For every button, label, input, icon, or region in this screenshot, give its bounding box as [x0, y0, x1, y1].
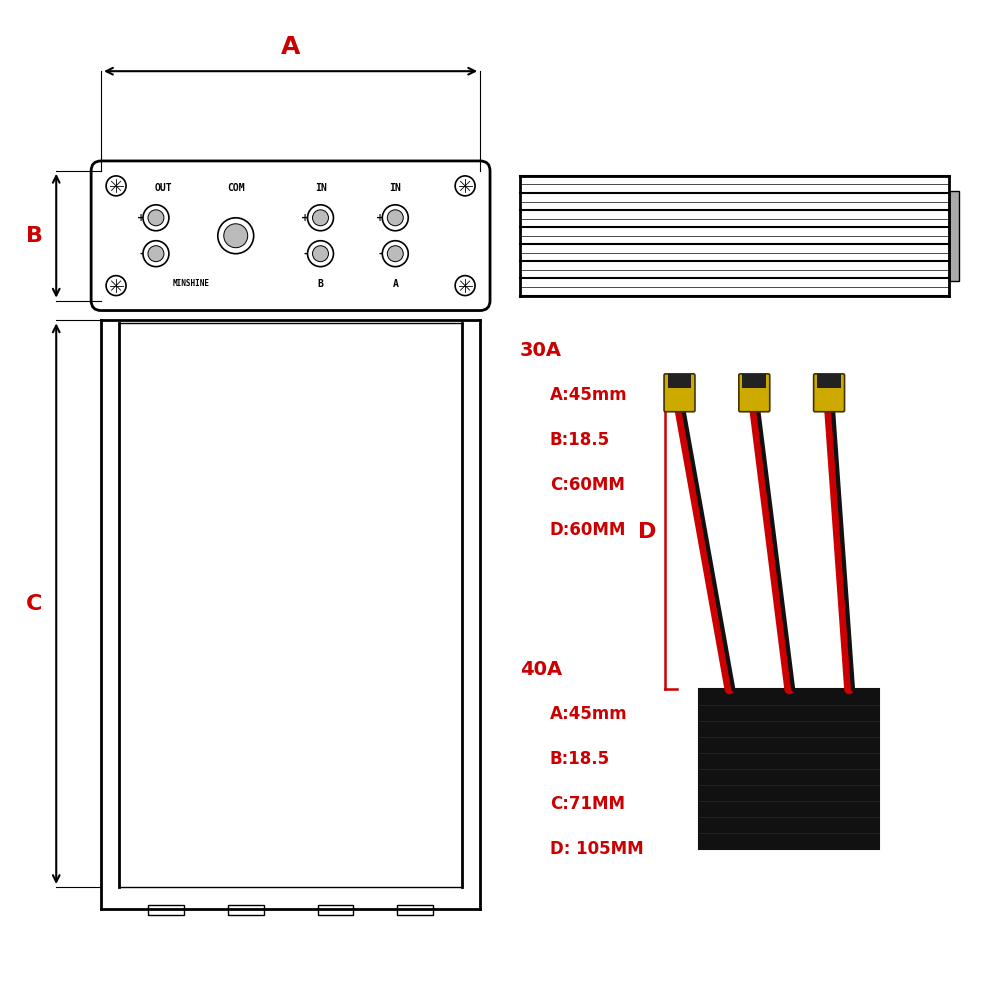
Text: +: + [301, 213, 310, 223]
Text: C: C [26, 594, 42, 614]
Circle shape [308, 205, 333, 231]
Text: OUT: OUT [155, 183, 173, 193]
Circle shape [143, 205, 169, 231]
Text: A: A [281, 35, 300, 59]
Circle shape [382, 241, 408, 267]
Circle shape [387, 210, 403, 226]
Text: A:45mm: A:45mm [550, 705, 627, 723]
Bar [228, 905, 264, 915]
Circle shape [148, 210, 164, 226]
Circle shape [106, 276, 126, 296]
Bar [949, 191, 959, 281]
Bar [148, 905, 184, 915]
Circle shape [308, 241, 333, 267]
Text: MINSHINE: MINSHINE [172, 279, 209, 288]
Text: C:71MM: C:71MM [550, 795, 625, 813]
Bar [668, 374, 691, 388]
Text: D: D [638, 522, 657, 542]
FancyBboxPatch shape [664, 374, 695, 412]
Text: IN: IN [315, 183, 326, 193]
Text: +: + [137, 213, 145, 223]
FancyBboxPatch shape [91, 161, 490, 311]
Circle shape [218, 218, 254, 254]
Text: 30A: 30A [520, 341, 562, 360]
Circle shape [313, 210, 328, 226]
Text: A:45mm: A:45mm [550, 386, 627, 404]
Circle shape [313, 246, 328, 262]
Text: D:60MM: D:60MM [550, 521, 626, 539]
Text: +: + [376, 213, 384, 223]
Text: D: 105MM: D: 105MM [550, 840, 643, 858]
Bar [318, 905, 353, 915]
Bar [817, 374, 841, 388]
Text: -: - [139, 249, 143, 259]
Circle shape [455, 276, 475, 296]
FancyBboxPatch shape [739, 374, 770, 412]
Text: 40A: 40A [520, 660, 562, 679]
Bar [397, 905, 433, 915]
Circle shape [455, 176, 475, 196]
Text: IN: IN [389, 183, 401, 193]
Circle shape [143, 241, 169, 267]
Bar [699, 689, 879, 849]
Text: -: - [378, 249, 382, 259]
Text: B:18.5: B:18.5 [550, 431, 610, 449]
Text: A: A [392, 279, 398, 289]
Circle shape [148, 246, 164, 262]
Circle shape [224, 224, 248, 248]
Text: -: - [304, 249, 308, 259]
Text: COM: COM [227, 183, 245, 193]
Text: B:18.5: B:18.5 [550, 750, 610, 768]
Circle shape [382, 205, 408, 231]
Text: C:60MM: C:60MM [550, 476, 625, 494]
Bar [742, 374, 766, 388]
Text: B: B [318, 279, 323, 289]
Circle shape [106, 176, 126, 196]
FancyBboxPatch shape [814, 374, 845, 412]
Text: B: B [26, 226, 43, 246]
Circle shape [387, 246, 403, 262]
